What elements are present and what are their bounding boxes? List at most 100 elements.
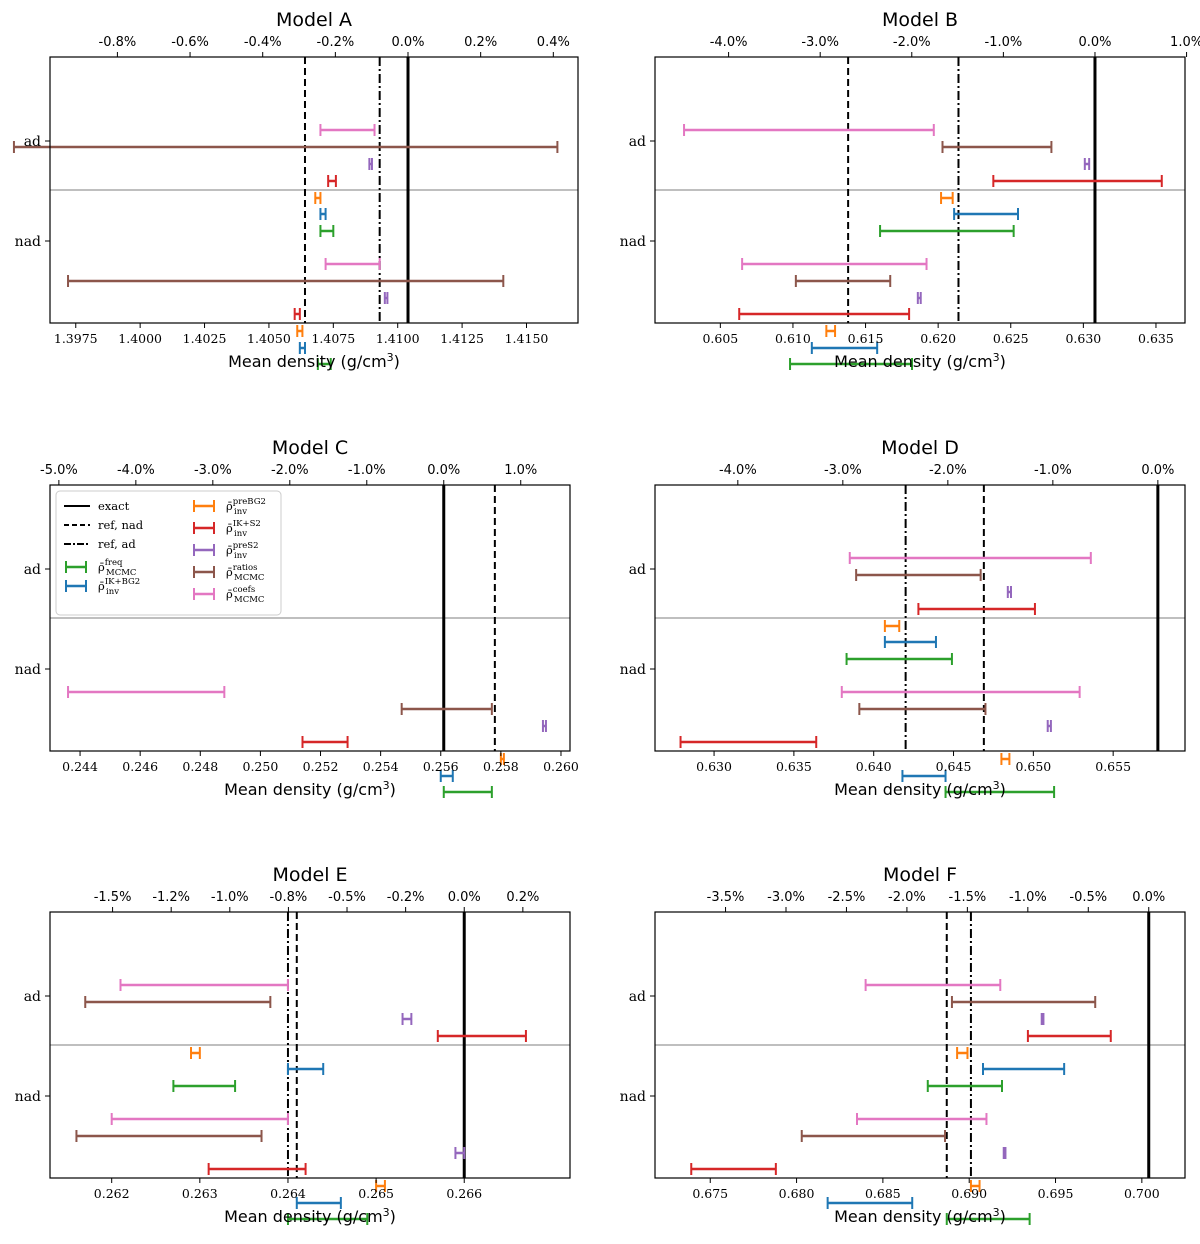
errorbar-ad-ik_bg2 — [319, 208, 327, 220]
chart-panel-e: Model E 0.262 0.263 0.264 0.265 0.266 -1.5% -1.… — [15, 864, 571, 1226]
errorbar-nad-ik_s2 — [738, 308, 911, 320]
errorbar-nad-coefs_mcmc — [840, 686, 1081, 698]
pct-tick-label: -3.0% — [767, 890, 805, 905]
y-tick-label: nad — [620, 234, 646, 250]
chart-title: Model A — [276, 9, 352, 31]
pct-tick-label: -2.0% — [929, 463, 967, 478]
x-tick-label: 0.680 — [779, 1186, 815, 1201]
x-tick-label: 0.630 — [696, 759, 732, 774]
errorbar-nad-ratios_mcmc — [67, 275, 505, 287]
pct-tick-label: -1.0% — [1034, 463, 1072, 478]
errorbar-ad-pres2 — [1040, 1013, 1045, 1025]
x-axis-label: Mean density (g/cm3) — [834, 1206, 1006, 1226]
x-tick-label: 0.640 — [856, 759, 892, 774]
pct-tick-label: -2.0% — [893, 35, 931, 50]
errorbar-ad-coefs_mcmc — [319, 124, 376, 136]
errorbar-ad-prebg2 — [940, 192, 954, 204]
x-tick-label: 0.264 — [270, 1186, 306, 1201]
errorbar-ad-prebg2 — [956, 1047, 969, 1059]
x-tick-label: 0.265 — [358, 1186, 394, 1201]
legend-box — [55, 490, 282, 616]
errorbar-ad-ik_s2 — [917, 603, 1036, 615]
pct-tick-label: -1.0% — [985, 35, 1023, 50]
errorbar-nad-freq_mcmc — [945, 1213, 1031, 1225]
pct-tick-label: 0.0% — [1132, 890, 1165, 905]
pct-tick-label: 0.0% — [1141, 463, 1174, 478]
pct-tick-label: -2.5% — [828, 890, 866, 905]
pct-tick-label: 0.4% — [537, 35, 570, 50]
chart-title: Model B — [882, 9, 958, 31]
errorbar-nad-ik_bg2 — [901, 770, 947, 782]
errorbar-nad-ik_bg2 — [295, 1197, 342, 1209]
errorbar-nad-coefs_mcmc — [855, 1113, 988, 1125]
errorbar-ad-freq_mcmc — [926, 1080, 1004, 1092]
chart-title: Model D — [881, 437, 959, 459]
plot-frame — [654, 484, 1186, 752]
x-tick-label: 0.675 — [692, 1186, 728, 1201]
y-tick-label: ad — [629, 562, 646, 578]
pct-tick-label: 0.2% — [506, 890, 539, 905]
x-tick-label: 0.700 — [1124, 1186, 1160, 1201]
errorbar-ad-ratios_mcmc — [12, 141, 559, 153]
plot-frame — [49, 484, 571, 752]
legend-label: ρ̄coefs MCMC — [226, 585, 264, 605]
x-tick-label: 0.695 — [1038, 1186, 1074, 1201]
chart-title: Model E — [272, 864, 347, 886]
chart-panel-c: Model C 0.244 0.246 0.248 0.250 0.252 0.254 0.2… — [15, 437, 579, 799]
x-tick-label: 1.4050 — [247, 331, 291, 346]
x-tick-label: 1.3975 — [54, 331, 98, 346]
x-tick-label: 0.256 — [423, 759, 459, 774]
errorbar-nad-freq_mcmc — [944, 786, 1056, 798]
errorbar-nad-ratios_mcmc — [800, 1130, 947, 1142]
y-tick-label: ad — [24, 989, 41, 1005]
errorbar-nad-ik_bg2 — [439, 770, 454, 782]
errorbar-ad-prebg2 — [190, 1047, 201, 1059]
errorbar-nad-ratios_mcmc — [794, 275, 892, 287]
pct-tick-label: -5.0% — [40, 463, 78, 478]
x-axis-label: Mean density (g/cm3) — [224, 779, 396, 799]
pct-tick-label: 1.0% — [504, 463, 537, 478]
pct-tick-label: -0.8% — [270, 890, 308, 905]
x-tick-label: 0.625 — [993, 331, 1029, 346]
x-tick-label: 1.4075 — [311, 331, 355, 346]
legend-item-ref_ad: ref, ad — [64, 537, 136, 551]
legend-label: ρ̄freq MCMC — [98, 558, 136, 578]
errorbar-ad-prebg2 — [883, 620, 901, 632]
y-tick-label: nad — [620, 1089, 646, 1105]
errorbar-nad-coefs_mcmc — [741, 258, 928, 270]
x-tick-label: 1.4150 — [505, 331, 549, 346]
x-tick-label: 0.605 — [702, 331, 738, 346]
errorbar-ad-ik_bg2 — [982, 1063, 1066, 1075]
plot-frame — [654, 56, 1186, 324]
pct-tick-label: -1.0% — [211, 890, 249, 905]
legend-item-coefs_mcmc: ρ̄coefs MCMC — [193, 585, 264, 605]
chart-panel-f: Model F 0.675 0.680 0.685 0.690 0.695 0.700 -3.… — [620, 864, 1186, 1226]
legend-label: exact — [98, 499, 130, 513]
x-tick-label: 0.620 — [920, 331, 956, 346]
pct-tick-label: -0.8% — [99, 35, 137, 50]
x-tick-label: 0.266 — [446, 1186, 482, 1201]
chart-panel-a: Model A 1.3975 1.4000 1.4025 1.4050 1.4075 1.4… — [12, 9, 579, 371]
pct-tick-label: -0.4% — [244, 35, 282, 50]
y-tick-label: ad — [629, 989, 646, 1005]
errorbar-ad-coefs_mcmc — [848, 552, 1092, 564]
x-tick-label: 0.260 — [543, 759, 579, 774]
errorbar-nad-pres2 — [383, 292, 389, 304]
x-tick-label: 1.4025 — [183, 331, 227, 346]
x-tick-label: 0.248 — [182, 759, 218, 774]
errorbar-ad-ratios_mcmc — [84, 996, 272, 1008]
pct-tick-label: 0.0% — [427, 463, 460, 478]
pct-tick-label: -3.5% — [707, 890, 745, 905]
errorbar-ad-ik_s2 — [1026, 1030, 1112, 1042]
errorbar-ad-coefs_mcmc — [683, 124, 935, 136]
errorbar-ad-ik_bg2 — [883, 636, 937, 648]
errorbar-nad-prebg2 — [1000, 753, 1011, 765]
legend-label: ρ̄preBG2 inv — [226, 497, 266, 517]
errorbar-nad-prebg2 — [296, 325, 304, 337]
pct-tick-label: -0.2% — [387, 890, 425, 905]
x-tick-label: 1.4000 — [118, 331, 162, 346]
legend-label: ρ̄ratios MCMC — [226, 563, 264, 583]
